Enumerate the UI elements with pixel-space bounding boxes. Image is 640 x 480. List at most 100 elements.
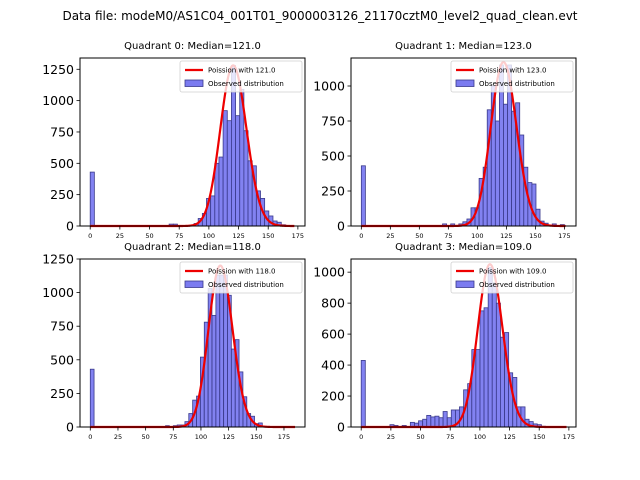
- x-tick-label: 0: [359, 433, 363, 441]
- histogram-bar: [231, 348, 236, 428]
- x-tick-label: 125: [232, 232, 244, 240]
- x-tick-label: 100: [203, 232, 215, 240]
- histogram-bar: [503, 103, 508, 227]
- y-tick-label: 750: [50, 319, 74, 334]
- x-tick-label: 100: [471, 232, 483, 240]
- axes-frame: [79, 57, 306, 227]
- x-tick-label: 25: [114, 433, 122, 441]
- y-tick-label: 1250: [42, 252, 74, 267]
- histogram-bar: [360, 165, 366, 227]
- histogram-bar: [442, 411, 448, 428]
- histogram-bar: [360, 360, 366, 428]
- x-tick-label: 125: [500, 232, 512, 240]
- x-tick-label: 50: [141, 433, 149, 441]
- legend-bar-swatch: [184, 280, 204, 288]
- y-tick-label: 0: [337, 219, 345, 234]
- x-tick-label: 25: [387, 433, 395, 441]
- legend-box: [179, 261, 303, 294]
- y-tick-label: 0: [66, 420, 74, 435]
- x-tick-label: 125: [222, 433, 234, 441]
- legend-label-observed: Observed distribution: [208, 281, 284, 289]
- axes-frame: [350, 57, 577, 227]
- histogram-bar: [491, 282, 497, 428]
- legend-label-poisson: Poission with 121.0: [208, 67, 276, 75]
- x-tick-label: 50: [416, 433, 424, 441]
- legend-box: [179, 60, 303, 93]
- x-tick-label: 175: [563, 433, 575, 441]
- histogram-bar: [475, 349, 481, 428]
- panel-title: Quadrant 3: Median=109.0: [395, 242, 532, 253]
- histogram-bar: [219, 274, 224, 428]
- x-tick-label: 125: [503, 433, 515, 441]
- histogram-bar: [500, 336, 505, 428]
- y-tick-label: 250: [50, 187, 74, 202]
- y-tick-label: 400: [321, 358, 345, 373]
- x-tick-label: 0: [88, 232, 92, 240]
- histogram-bar: [211, 315, 217, 428]
- y-tick-label: 800: [321, 296, 345, 311]
- legend-label-observed: Observed distribution: [479, 80, 555, 88]
- legend-box: [450, 60, 574, 93]
- axes-frame: [350, 258, 577, 428]
- legend-bar-swatch: [455, 280, 475, 288]
- histogram-bar: [422, 418, 428, 428]
- x-tick-label: 50: [145, 232, 153, 240]
- histogram-bar: [223, 274, 228, 428]
- x-tick-label: 75: [446, 433, 454, 441]
- histogram-bar: [483, 307, 489, 428]
- y-tick-label: 0: [66, 219, 74, 234]
- panel-title: Quadrant 0: Median=121.0: [124, 41, 261, 52]
- histogram-bar: [438, 417, 444, 428]
- x-tick-label: 150: [262, 232, 274, 240]
- y-tick-label: 1250: [42, 62, 74, 77]
- y-tick-label: 1000: [42, 285, 74, 300]
- y-tick-label: 750: [50, 124, 74, 139]
- legend-box: [450, 261, 574, 294]
- y-tick-label: 200: [321, 389, 345, 404]
- figure-suptitle: Data file: modeM0/AS1C04_001T01_90000031…: [62, 9, 578, 23]
- y-tick-label: 750: [321, 114, 345, 129]
- y-tick-label: 1000: [313, 265, 345, 280]
- y-tick-label: 250: [50, 386, 74, 401]
- x-tick-label: 0: [359, 232, 363, 240]
- y-tick-label: 500: [321, 149, 345, 164]
- histogram-bar: [243, 130, 249, 227]
- histogram-bar: [531, 183, 537, 227]
- panel-quadrant-1: Quadrant 1: Median=123.0 0 25 50 75 100 125 150…: [313, 41, 577, 240]
- x-tick-label: 150: [529, 232, 541, 240]
- x-tick-label: 0: [88, 433, 92, 441]
- y-tick-label: 250: [321, 184, 345, 199]
- legend-label-observed: Observed distribution: [208, 80, 284, 88]
- legend-bar-swatch: [455, 79, 475, 87]
- y-tick-label: 500: [50, 156, 74, 171]
- axes-frame: [79, 258, 306, 428]
- legend: Poission with 118.0 Observed distribution: [179, 261, 303, 294]
- x-tick-label: 75: [169, 433, 177, 441]
- histogram-bar: [222, 110, 228, 227]
- x-tick-label: 25: [386, 232, 394, 240]
- histogram-bar: [479, 310, 485, 428]
- histogram-bar: [495, 302, 501, 428]
- y-tick-label: 1000: [313, 79, 345, 94]
- x-tick-label: 150: [533, 433, 545, 441]
- y-tick-label: 600: [321, 327, 345, 342]
- histogram-bar: [215, 274, 221, 428]
- histogram-bar: [426, 414, 432, 428]
- panel-title: Quadrant 2: Median=118.0: [124, 242, 261, 253]
- histogram-bar: [235, 115, 241, 227]
- legend: Poission with 121.0 Observed distribution: [179, 60, 303, 93]
- histogram-bar: [214, 162, 220, 227]
- x-tick-label: 100: [195, 433, 207, 441]
- histogram-bar: [89, 368, 95, 428]
- panel-quadrant-2: Quadrant 2: Median=118.0 0 25 50 75 100 125 150…: [42, 242, 306, 441]
- y-tick-label: 1000: [42, 93, 74, 108]
- legend-bar-swatch: [184, 79, 204, 87]
- legend-label-observed: Observed distribution: [479, 281, 555, 289]
- legend: Poission with 109.0 Observed distribution: [450, 261, 574, 294]
- panel-quadrant-3: Quadrant 3: Median=109.0 0 25 50 75 100 125 150…: [313, 242, 577, 441]
- histogram-bar: [511, 110, 517, 227]
- x-tick-label: 75: [444, 232, 452, 240]
- x-tick-label: 175: [292, 232, 304, 240]
- y-tick-label: 500: [50, 352, 74, 367]
